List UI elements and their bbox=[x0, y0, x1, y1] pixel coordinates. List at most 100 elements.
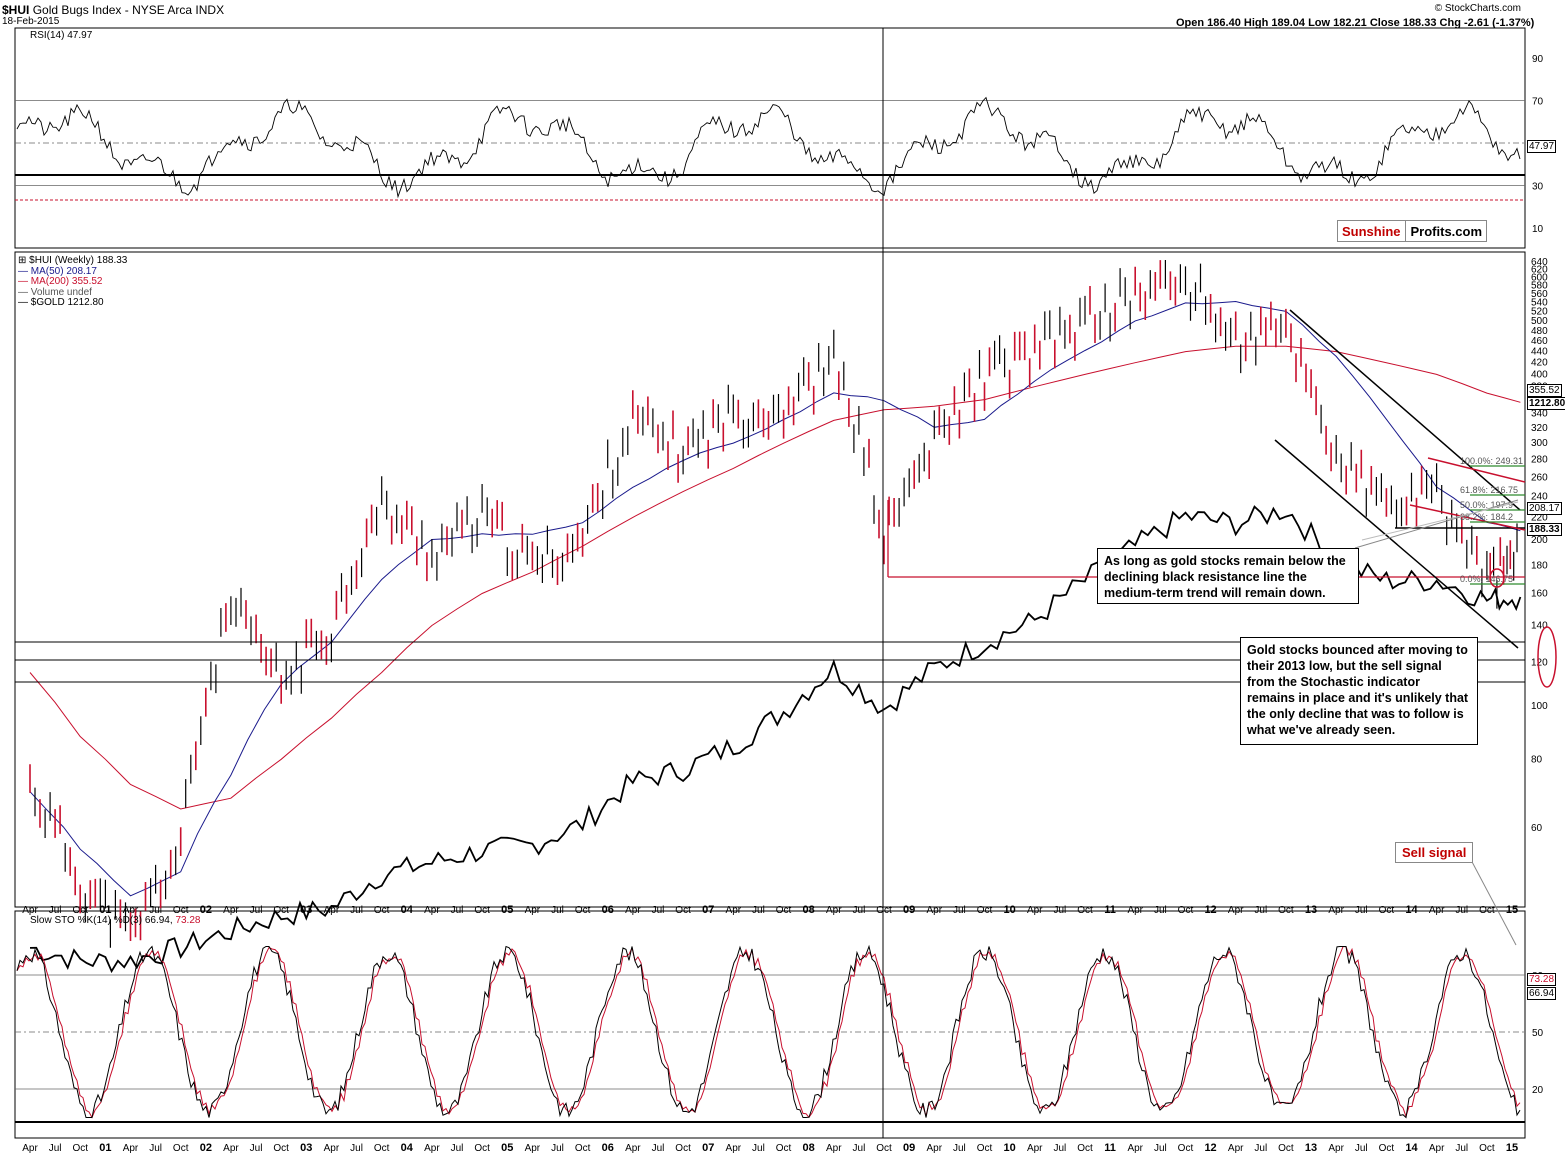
price-tick-label: 560 bbox=[1531, 289, 1548, 300]
time-axis-label: Apr bbox=[1027, 1143, 1043, 1154]
stoch-d-tag: 73.28 bbox=[1527, 973, 1557, 986]
time-axis-label: 01 bbox=[99, 904, 111, 916]
time-axis-label: Oct bbox=[474, 1143, 490, 1154]
rsi-tick-label: 30 bbox=[1532, 182, 1544, 193]
price-tick-label: 340 bbox=[1531, 408, 1548, 419]
price-tick-label: 640 bbox=[1531, 257, 1548, 268]
time-axis-label: Oct bbox=[876, 1143, 892, 1154]
time-axis-label: Jul bbox=[752, 1143, 765, 1154]
time-axis-label: Apr bbox=[726, 905, 742, 916]
time-axis-label: Apr bbox=[726, 1143, 742, 1154]
time-axis-label: Apr bbox=[1228, 1143, 1244, 1154]
time-axis-label: 02 bbox=[200, 904, 212, 916]
time-axis-label: Oct bbox=[776, 905, 792, 916]
time-axis-label: 06 bbox=[602, 904, 614, 916]
time-axis-label: 14 bbox=[1405, 904, 1418, 916]
time-axis-label: 13 bbox=[1305, 904, 1317, 916]
note-pointer bbox=[1361, 501, 1519, 541]
ma50-tag: 208.17 bbox=[1527, 502, 1562, 515]
sell-signal-label: Sell signal bbox=[1395, 842, 1474, 863]
time-axis-label: 11 bbox=[1104, 904, 1116, 916]
time-axis-label: Jul bbox=[1254, 905, 1267, 916]
price-legend-item: — Volume undef bbox=[18, 286, 92, 298]
time-axis-label: Jul bbox=[652, 905, 665, 916]
time-axis-label: Oct bbox=[1479, 905, 1495, 916]
time-axis-label: 10 bbox=[1004, 904, 1016, 916]
price-tick-label: 200 bbox=[1531, 535, 1548, 546]
stoch-k-tag: 66.94 bbox=[1527, 987, 1557, 1000]
brand-part1: Sunshine bbox=[1338, 221, 1406, 241]
ma200-line bbox=[29, 345, 1521, 810]
time-axis-label: 04 bbox=[401, 904, 414, 916]
time-axis-label: Oct bbox=[1178, 1143, 1194, 1154]
channel-support-line bbox=[1274, 439, 1519, 649]
price-tick-label: 400 bbox=[1531, 369, 1548, 380]
time-axis-label: Jul bbox=[1455, 905, 1468, 916]
time-axis-label: Apr bbox=[223, 1143, 239, 1154]
time-axis-label: Oct bbox=[675, 905, 691, 916]
time-axis-label: Oct bbox=[173, 1143, 189, 1154]
time-axis-label: Apr bbox=[1429, 905, 1445, 916]
chart-source: © StockCharts.com bbox=[1434, 3, 1521, 14]
time-axis-label: Apr bbox=[1429, 1143, 1445, 1154]
panel-frame bbox=[14, 910, 1526, 1139]
gold-tag: 1212.80 bbox=[1527, 397, 1565, 410]
time-axis-label: Apr bbox=[926, 1143, 942, 1154]
panel-frame bbox=[14, 251, 1526, 908]
time-axis-label: Oct bbox=[575, 905, 591, 916]
resistance-line bbox=[1289, 309, 1521, 511]
price-tick-label: 160 bbox=[1531, 589, 1548, 600]
time-axis-label: Apr bbox=[625, 905, 641, 916]
annotation-resistance: As long as gold stocks remain below the … bbox=[1097, 548, 1359, 604]
price-tick-label: 440 bbox=[1531, 347, 1548, 358]
rsi-current-tag: 47.97 bbox=[1527, 140, 1557, 153]
price-tick-label: 100 bbox=[1531, 701, 1548, 712]
fib-label: 100.0%: 249.31 bbox=[1460, 456, 1523, 466]
time-axis-label: 03 bbox=[300, 1142, 312, 1154]
sell-pointer bbox=[1469, 857, 1517, 946]
price-tick-label: 420 bbox=[1531, 358, 1548, 369]
time-axis-label: 08 bbox=[803, 904, 815, 916]
hui-price-bars-down bbox=[29, 260, 1512, 941]
time-axis-label: Jul bbox=[752, 905, 765, 916]
time-axis-label: Jul bbox=[1455, 1143, 1468, 1154]
time-axis-label: Oct bbox=[876, 905, 892, 916]
rsi-line bbox=[16, 96, 1521, 199]
time-axis-label: Jul bbox=[350, 905, 363, 916]
time-axis-label: 11 bbox=[1104, 1142, 1116, 1154]
time-axis-label: Oct bbox=[273, 1143, 289, 1154]
time-axis-label: Apr bbox=[826, 1143, 842, 1154]
gold-line bbox=[29, 505, 1522, 974]
time-axis-label: 09 bbox=[903, 1142, 915, 1154]
stoch-tick-label: 20 bbox=[1532, 1085, 1544, 1096]
time-axis-label: Jul bbox=[551, 905, 564, 916]
time-axis-label: Oct bbox=[575, 1143, 591, 1154]
hui-price-bars bbox=[34, 260, 1518, 948]
time-axis-label: 07 bbox=[702, 904, 714, 916]
time-axis-label: Jul bbox=[652, 1143, 665, 1154]
annotation-sell-signal: Gold stocks bounced after moving to thei… bbox=[1240, 637, 1478, 745]
time-axis-label: Apr bbox=[826, 905, 842, 916]
price-tick-label: 480 bbox=[1531, 326, 1548, 337]
panel-frame bbox=[14, 27, 1526, 249]
stoch-tick-label: 50 bbox=[1532, 1028, 1544, 1039]
time-axis-label: Apr bbox=[1127, 905, 1143, 916]
chart-symbol-title: $HUI Gold Bugs Index - NYSE Arca INDX bbox=[2, 3, 224, 17]
price-legend-item: — MA(50) 208.17 bbox=[18, 265, 97, 277]
time-axis-label: Apr bbox=[625, 1143, 641, 1154]
price-tick-label: 260 bbox=[1531, 472, 1548, 483]
price-tick-label: 600 bbox=[1531, 272, 1548, 283]
sunshine-profits-logo: Sunshine Profits.com bbox=[1337, 220, 1487, 242]
time-axis-label: Oct bbox=[72, 1143, 88, 1154]
time-axis-label: Oct bbox=[977, 905, 993, 916]
time-axis-label: 15 bbox=[1506, 904, 1518, 916]
time-axis-label: Oct bbox=[1379, 905, 1395, 916]
time-axis-label: 01 bbox=[99, 1142, 111, 1154]
time-axis-label: Oct bbox=[977, 1143, 993, 1154]
time-axis-label: 05 bbox=[501, 904, 513, 916]
time-axis-label: Apr bbox=[525, 1143, 541, 1154]
time-axis-label: 10 bbox=[1004, 1142, 1016, 1154]
fib-label: 0.0%: 146.75 bbox=[1460, 574, 1513, 584]
time-axis-label: Jul bbox=[250, 905, 263, 916]
price-tick-label: 220 bbox=[1531, 512, 1548, 523]
